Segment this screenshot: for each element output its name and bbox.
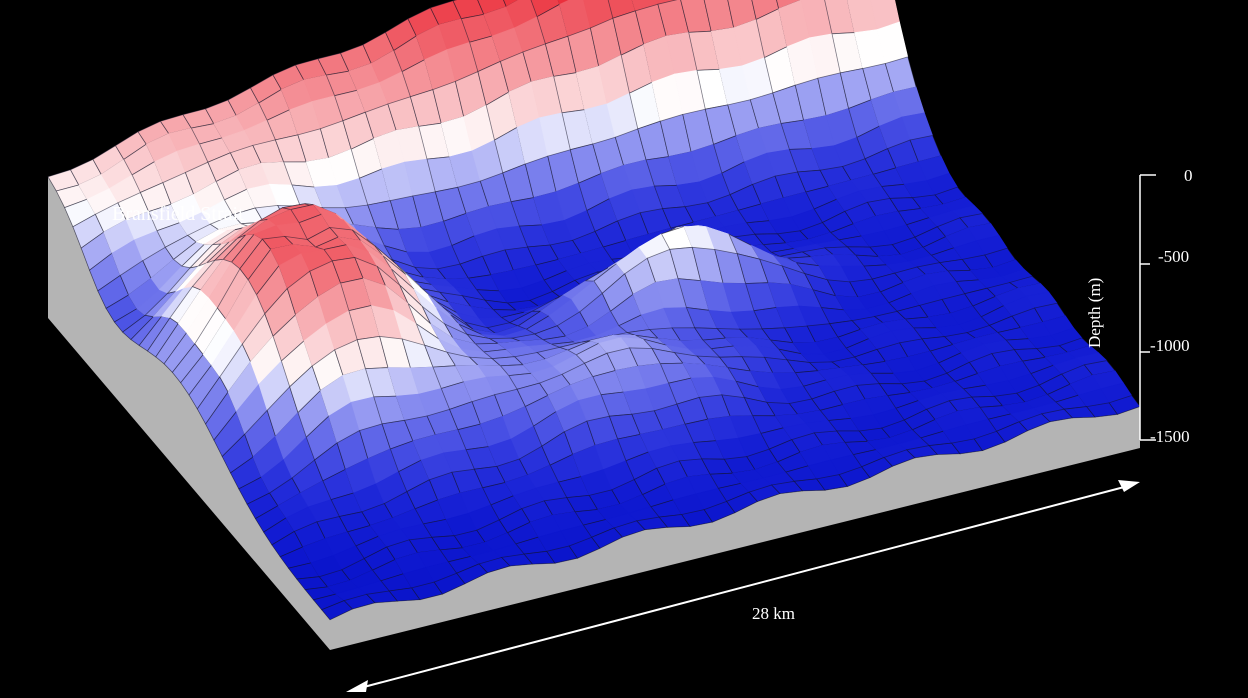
surface-cell bbox=[1108, 395, 1141, 415]
depth-tick-1000: -1000 bbox=[1150, 336, 1190, 355]
depth-tick-500: -500 bbox=[1158, 247, 1189, 266]
surface-base-side bbox=[48, 176, 330, 650]
depth-axis bbox=[1139, 174, 1156, 441]
region-label: Bransfield Strait bbox=[112, 203, 244, 225]
depth-tick-1500: -1500 bbox=[1150, 427, 1190, 446]
depth-tick-0: 0 bbox=[1184, 166, 1193, 185]
bathymetry-surface bbox=[47, 0, 1141, 650]
surface-cell bbox=[503, 0, 519, 8]
scale-arrow bbox=[346, 480, 1140, 692]
surface-base-side bbox=[330, 406, 1140, 650]
depth-axis-title: Depth (m) bbox=[1085, 278, 1104, 348]
scale-label: 28 km bbox=[752, 604, 795, 623]
